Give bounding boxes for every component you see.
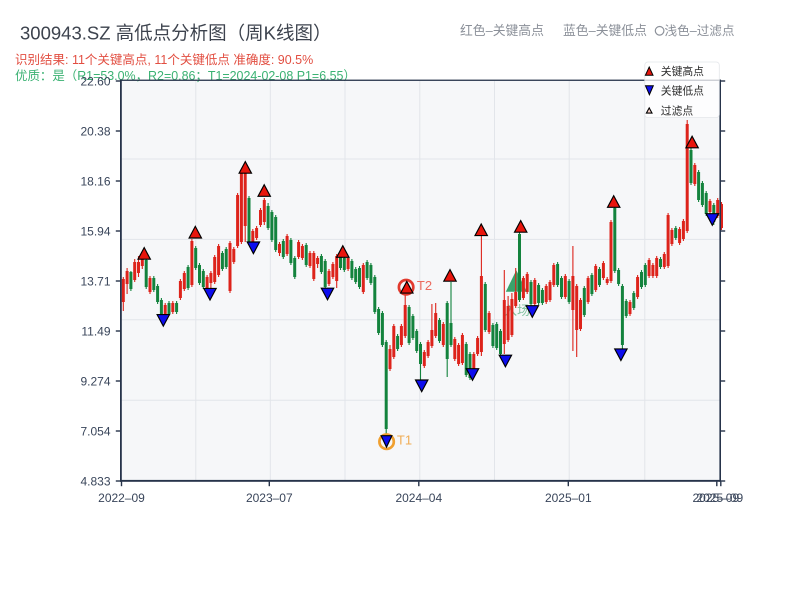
svg-text:2025–09: 2025–09 [692,491,739,505]
svg-text:2024–04: 2024–04 [395,491,442,505]
svg-text:2023–07: 2023–07 [246,491,293,505]
svg-text:4.833: 4.833 [80,474,110,488]
svg-text:关键高点: 关键高点 [661,64,704,78]
svg-text:2025–09: 2025–09 [696,491,743,505]
svg-text:优质：是（R1=53.0%，R2=0.86；T1=2024-: 优质：是（R1=53.0%，R2=0.86；T1=2024-02-08 P1=6… [15,69,356,83]
svg-text:T1: T1 [397,432,412,447]
svg-text:浅色–过滤点: 浅色–过滤点 [665,23,735,38]
svg-text:20.38: 20.38 [80,124,110,138]
svg-text:红色–关键高点: 红色–关键高点 [460,23,544,38]
svg-text:13.71: 13.71 [80,274,110,288]
svg-text:2025–01: 2025–01 [545,491,592,505]
svg-text:11.49: 11.49 [81,324,110,338]
svg-text:T2: T2 [417,278,432,293]
svg-text:关键低点: 关键低点 [661,83,704,97]
svg-text:识别结果: 11个关键高点, 11个关键低点 准确度: 9: 识别结果: 11个关键高点, 11个关键低点 准确度: 90.5% [15,52,313,67]
svg-text:过滤点: 过滤点 [661,105,694,118]
svg-text:18.16: 18.16 [80,174,110,188]
svg-text:7.054: 7.054 [80,424,110,438]
svg-text:300943.SZ 高低点分析图（周K线图）: 300943.SZ 高低点分析图（周K线图） [20,23,332,44]
svg-text:2022–09: 2022–09 [98,491,145,505]
svg-text:15.94: 15.94 [80,224,110,238]
svg-text:9.274: 9.274 [80,374,110,388]
svg-text:蓝色–关键低点: 蓝色–关键低点 [563,23,647,38]
svg-text:22.60: 22.60 [80,74,110,88]
